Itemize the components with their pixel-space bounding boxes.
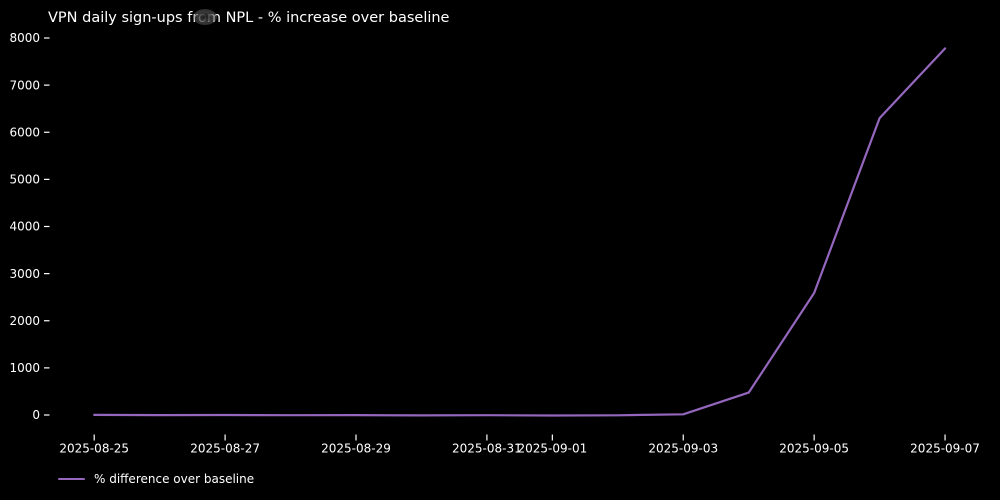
x-axis-tick-label: 2025-08-25 xyxy=(59,442,129,456)
chart-title: VPN daily sign-ups from NPL - % increase… xyxy=(48,10,450,26)
x-axis-tick-label: 2025-09-07 xyxy=(910,442,980,456)
y-axis-tick-label: 0 xyxy=(32,408,40,422)
y-axis-tick-label: 4000 xyxy=(9,220,40,234)
legend-label: % difference over baseline xyxy=(94,472,255,486)
y-axis-tick-label: 1000 xyxy=(9,361,40,375)
y-axis-tick-label: 6000 xyxy=(9,125,40,139)
legend-line-swatch xyxy=(58,478,85,480)
x-axis-tick-label: 2025-09-01 xyxy=(517,442,587,456)
y-axis-tick-label: 5000 xyxy=(9,173,40,187)
y-axis-tick-label: 3000 xyxy=(9,267,40,281)
y-axis-tick-label: 8000 xyxy=(9,31,40,45)
x-axis-tick-label: 2025-09-03 xyxy=(648,442,718,456)
x-axis-tick-label: 2025-09-05 xyxy=(779,442,849,456)
data-line-%-difference-over-baseline xyxy=(93,47,947,417)
y-axis-tick-label: 2000 xyxy=(9,314,40,328)
x-axis-tick-label: 2025-08-29 xyxy=(321,442,391,456)
y-axis-tick-label: 7000 xyxy=(9,78,40,92)
x-axis-tick-label: 2025-08-27 xyxy=(190,442,260,456)
x-axis-tick-label: 2025-08-31 xyxy=(452,442,522,456)
chart-legend: % difference over baseline xyxy=(58,470,254,488)
